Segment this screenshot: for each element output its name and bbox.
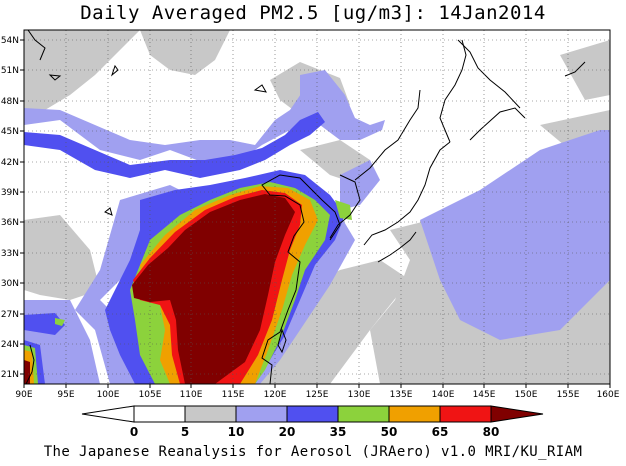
lat-label: 24N	[1, 340, 19, 350]
lat-label: 33N	[1, 249, 19, 259]
colorbar-cell-lt-0	[81, 405, 135, 423]
colorbar-cell	[286, 405, 339, 423]
colorbar-label: 50	[381, 425, 398, 439]
lon-label: 115E	[222, 390, 245, 400]
lat-label: 30N	[1, 279, 19, 289]
lat-label: 39N	[1, 188, 19, 198]
lon-label: 145E	[473, 390, 496, 400]
lat-label: 27N	[1, 310, 19, 320]
concentration-field	[24, 30, 610, 384]
footer-credit: The Japanese Reanalysis for Aerosol (JRA…	[43, 444, 583, 460]
lon-label: 120E	[264, 390, 287, 400]
lat-label: 54N	[1, 36, 19, 46]
colorbar-cell-gt-80	[490, 405, 544, 423]
colorbar: 0 5 10 20 35 50 65 80	[81, 405, 544, 439]
tick-marks	[20, 39, 611, 388]
colorbar-label: 5	[181, 425, 189, 439]
lat-labels: 21N 24N 27N 30N 33N 36N 39N 42N 45N 48N …	[1, 36, 19, 380]
colorbar-cell	[337, 405, 390, 423]
lon-label: 155E	[557, 390, 580, 400]
colorbar-cell	[439, 405, 492, 423]
colorbar-label: 80	[483, 425, 500, 439]
lon-label: 100E	[97, 390, 120, 400]
lon-labels: 90E 95E 100E 105E 110E 115E 120E 125E 13…	[15, 390, 619, 400]
lon-label: 140E	[432, 390, 455, 400]
lon-label: 95E	[57, 390, 74, 400]
colorbar-cell	[388, 405, 441, 423]
lat-label: 45N	[1, 127, 19, 137]
lon-label: 150E	[515, 390, 538, 400]
lon-label: 90E	[15, 390, 32, 400]
lat-label: 42N	[1, 158, 19, 168]
lat-label: 36N	[1, 218, 19, 228]
map-title: Daily Averaged PM2.5 [ug/m3]: 14Jan2014	[80, 2, 546, 24]
colorbar-label: 65	[432, 425, 449, 439]
colorbar-label: 20	[279, 425, 296, 439]
colorbar-label: 35	[330, 425, 347, 439]
colorbar-label: 0	[130, 425, 138, 439]
colorbar-cell	[184, 405, 237, 423]
gridlines	[24, 30, 610, 384]
coastlines	[25, 30, 586, 384]
lat-label: 51N	[1, 66, 19, 76]
lon-label: 110E	[180, 390, 203, 400]
colorbar-cell	[133, 405, 186, 423]
lon-label: 135E	[390, 390, 413, 400]
lon-label: 125E	[306, 390, 329, 400]
colorbar-cell	[235, 405, 288, 423]
colorbar-label: 10	[228, 425, 245, 439]
lon-label: 105E	[139, 390, 162, 400]
lat-label: 48N	[1, 97, 19, 107]
lon-label: 160E	[597, 390, 620, 400]
lat-label: 21N	[1, 370, 19, 380]
lon-label: 130E	[348, 390, 371, 400]
